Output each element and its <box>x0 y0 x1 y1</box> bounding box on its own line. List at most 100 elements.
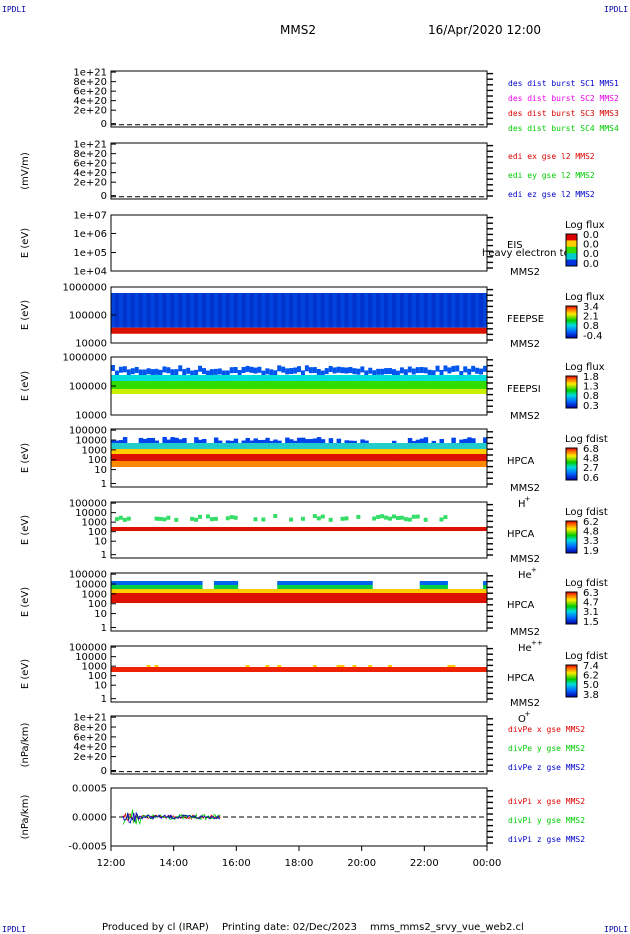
spectrogram-cell <box>471 443 476 449</box>
spectrogram-cell <box>174 375 179 383</box>
spectrogram-cell <box>312 367 317 374</box>
panel-hpca_he2-frame <box>110 572 488 632</box>
spectrogram-cell <box>447 327 452 334</box>
spectrogram-cell <box>249 667 254 672</box>
spectrogram-cell <box>146 443 152 449</box>
spectrogram-cell <box>368 293 373 328</box>
spectrogram-cell <box>455 375 460 383</box>
spectrogram-cell <box>467 454 472 461</box>
spectrogram-cell <box>427 443 433 449</box>
spectrogram-cell <box>134 581 140 585</box>
spectrogram-cell <box>483 389 488 394</box>
spectrogram-cell <box>372 593 377 603</box>
spectrogram-cell <box>352 527 357 531</box>
spectrogram-cell <box>194 443 199 449</box>
spectrogram-cell <box>439 461 444 467</box>
spectrogram-cell <box>483 461 488 467</box>
spectrogram-cell <box>285 293 290 328</box>
spectrogram-cell <box>281 585 286 589</box>
spectrogram-cell <box>273 527 278 531</box>
spectrogram-cell <box>118 527 124 531</box>
colorbar-frame <box>565 233 578 267</box>
spectrogram-cell <box>217 443 223 449</box>
spectrogram-cell <box>162 454 167 461</box>
spectrogram-cell <box>186 375 191 383</box>
spectrogram-cell <box>261 449 266 454</box>
spectrogram-cell <box>190 449 195 454</box>
spectrogram-cell <box>312 589 318 593</box>
spectrogram-cell <box>328 585 334 589</box>
spectrogram-cell <box>289 375 294 383</box>
spectrogram-cell <box>253 517 258 522</box>
spectrogram-cell <box>336 585 342 589</box>
spectrogram-cell <box>308 449 314 454</box>
spectrogram-cell <box>344 581 349 585</box>
spectrogram-cell <box>340 461 346 467</box>
spectrogram-cell <box>407 293 413 328</box>
legend-entry: des dist burst SC2 MMS2 <box>508 94 619 103</box>
spectrogram-cell <box>178 439 183 446</box>
x-tick-label: 12:00 <box>97 858 126 869</box>
spectrogram-cell <box>467 449 472 454</box>
spectrogram-cell <box>431 443 437 449</box>
spectrogram-cell <box>328 449 334 454</box>
y-tick-label: 2e+20 <box>73 178 107 189</box>
spectrogram-cell <box>162 527 167 531</box>
spectrogram-cell <box>209 527 215 531</box>
spectrogram-cell <box>451 381 456 389</box>
footer-script: mms_mms2_srvy_vue_web2.cl <box>370 922 524 933</box>
spectrogram-cell <box>229 327 235 334</box>
spectrogram-cell <box>257 527 262 531</box>
spectrogram-cell <box>229 667 235 672</box>
y-tick-label: 6e+20 <box>73 87 107 98</box>
spectrogram-cell <box>463 293 468 328</box>
spectrogram-cell <box>166 585 171 589</box>
spectrogram-cell <box>467 589 472 593</box>
spectrogram-cell <box>122 581 128 585</box>
spectrogram-cell <box>340 581 346 585</box>
colorbar-title: Log flux <box>565 220 605 231</box>
spectrogram-cell <box>233 581 239 585</box>
spectrogram-cell <box>146 461 152 467</box>
spectrogram-cell <box>427 381 433 389</box>
spectrogram-cell <box>162 437 167 444</box>
spectrogram-cell <box>463 589 468 593</box>
spectrogram-cell <box>293 389 298 394</box>
spectrogram-cell <box>194 517 199 522</box>
spectrogram-cell <box>316 454 322 461</box>
spectrogram-cell <box>316 589 322 593</box>
y-tick-label: 0 <box>101 766 107 777</box>
spectrogram-cell <box>407 667 413 672</box>
spectrogram-cell <box>186 454 191 461</box>
spectrogram-cell <box>265 443 270 449</box>
spectrogram-cell <box>324 461 330 467</box>
spectrogram-cell <box>364 461 369 467</box>
spectrogram-cell <box>380 667 385 672</box>
spectrogram-cell <box>435 581 441 585</box>
spectrogram-cell <box>138 443 144 449</box>
panel-hpca_he1-spectrogram <box>111 514 488 531</box>
spectrogram-cell <box>419 443 425 449</box>
spectrogram-cell <box>186 593 191 603</box>
spectrogram-cell <box>407 589 413 593</box>
spectrogram-cell <box>376 368 381 375</box>
spectrogram-cell <box>407 389 413 394</box>
spectrogram-cell <box>463 667 468 672</box>
spectrogram-cell <box>158 454 163 461</box>
spectrogram-cell <box>261 381 266 389</box>
spectrogram-cell <box>356 454 361 461</box>
spectrogram-cell <box>376 293 381 328</box>
spectrogram-cell <box>300 527 306 531</box>
spectrogram-cell <box>126 516 131 521</box>
spectrogram-cell <box>150 389 156 394</box>
y-axis-label: (nPa/km) <box>20 723 31 768</box>
y-tick-label: 100 <box>88 527 107 538</box>
spectrogram-cell <box>447 367 452 374</box>
species-label: He <box>518 643 532 654</box>
spectrogram-cell <box>392 293 397 328</box>
spectrogram-cell <box>225 454 231 461</box>
spectrogram-cell <box>122 389 128 394</box>
spectrogram-cell <box>320 589 326 593</box>
spectrogram-cell <box>395 293 401 328</box>
